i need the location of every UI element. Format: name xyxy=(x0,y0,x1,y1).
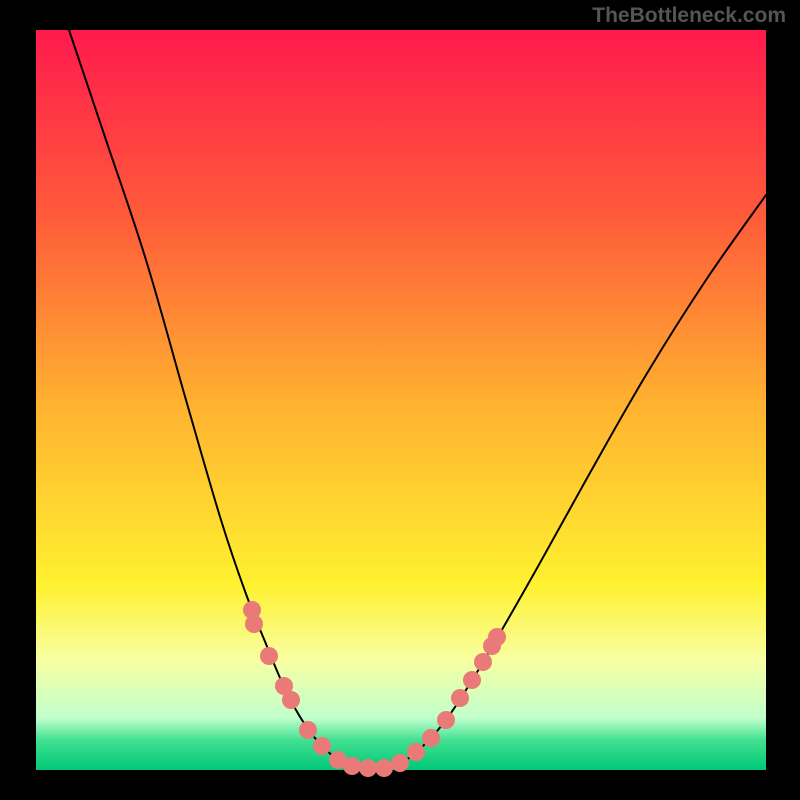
scatter-dot xyxy=(391,754,409,772)
scatter-dot xyxy=(282,691,300,709)
scatter-dot xyxy=(313,737,331,755)
scatter-dot xyxy=(407,743,425,761)
dots-left-cluster xyxy=(243,601,331,755)
watermark-text: TheBottleneck.com xyxy=(592,4,786,28)
scatter-dot xyxy=(474,653,492,671)
scatter-dots xyxy=(36,30,766,770)
scatter-dot xyxy=(451,689,469,707)
scatter-dot xyxy=(375,759,393,777)
scatter-dot xyxy=(422,729,440,747)
scatter-dot xyxy=(488,628,506,646)
scatter-dot xyxy=(260,647,278,665)
dots-bottom-cluster xyxy=(329,751,409,777)
scatter-dot xyxy=(299,721,317,739)
scatter-dot xyxy=(437,711,455,729)
scatter-dot xyxy=(343,757,361,775)
scatter-dot xyxy=(359,759,377,777)
scatter-dot xyxy=(463,671,481,689)
plot-area xyxy=(36,30,766,770)
dots-right-cluster xyxy=(407,628,506,761)
scatter-dot xyxy=(245,615,263,633)
